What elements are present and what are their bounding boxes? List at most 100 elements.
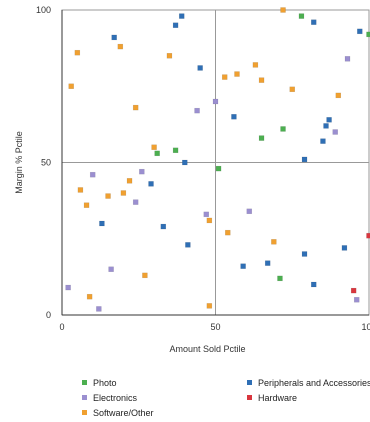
tick-labels: 0 50 100 0 50 100 xyxy=(36,5,370,332)
legend-item: Software/Other xyxy=(82,408,154,418)
data-point xyxy=(301,156,308,163)
legend-item: Electronics xyxy=(82,393,138,403)
data-point xyxy=(126,178,133,184)
series-peripherals-and-accessories xyxy=(99,13,363,288)
data-point xyxy=(83,202,90,208)
data-point xyxy=(240,263,246,269)
data-point xyxy=(203,211,210,218)
data-point xyxy=(350,287,357,294)
data-point xyxy=(289,86,295,93)
data-point xyxy=(206,217,213,224)
legend-label: Electronics xyxy=(93,393,138,403)
data-point xyxy=(148,181,154,187)
data-point xyxy=(99,220,105,227)
data-point xyxy=(225,229,231,236)
grid xyxy=(61,9,370,316)
data-point xyxy=(252,62,259,68)
x-tick-label: 50 xyxy=(210,322,220,332)
data-point xyxy=(197,65,203,71)
data-point xyxy=(185,242,191,248)
data-point xyxy=(65,284,71,291)
data-point xyxy=(231,114,237,120)
data-point xyxy=(105,193,111,199)
data-point xyxy=(234,71,240,77)
data-point xyxy=(258,77,265,83)
series-photo xyxy=(154,13,370,282)
legend-item: Hardware xyxy=(247,393,297,403)
data-point xyxy=(96,306,102,312)
y-tick-label: 0 xyxy=(46,310,51,320)
data-point xyxy=(221,74,228,80)
legend-swatch xyxy=(82,410,87,415)
data-point xyxy=(264,260,271,266)
data-point xyxy=(68,83,74,89)
series-software-other xyxy=(68,7,342,309)
x-axis-title: Amount Sold Pctile xyxy=(169,344,245,354)
data-point xyxy=(151,144,157,150)
legend-swatch xyxy=(82,395,87,400)
data-point xyxy=(357,28,363,35)
data-point xyxy=(182,159,188,166)
data-point xyxy=(280,7,286,13)
data-points xyxy=(65,7,370,312)
data-point xyxy=(178,13,185,19)
data-point xyxy=(353,297,360,303)
x-tick-label: 0 xyxy=(59,322,64,332)
legend-swatch xyxy=(247,395,252,400)
data-point xyxy=(86,293,93,300)
data-point xyxy=(344,56,351,62)
data-point xyxy=(108,266,114,272)
data-point xyxy=(332,129,338,135)
y-tick-label: 50 xyxy=(41,158,51,168)
data-point xyxy=(335,92,342,99)
data-point xyxy=(323,123,329,129)
data-point xyxy=(310,19,317,25)
data-point xyxy=(142,272,148,279)
legend-label: Hardware xyxy=(258,393,297,403)
data-point xyxy=(258,135,265,141)
data-point xyxy=(320,138,326,144)
data-point xyxy=(246,208,253,215)
data-point xyxy=(166,53,173,59)
y-axis-title: Margin % Pctile xyxy=(14,131,24,194)
data-point xyxy=(117,43,124,50)
data-point xyxy=(341,245,348,251)
legend-item: Photo xyxy=(82,378,117,388)
data-point xyxy=(301,251,308,257)
data-point xyxy=(74,49,81,56)
legend-item: Peripherals and Accessories xyxy=(247,378,370,388)
data-point xyxy=(280,126,286,132)
data-point xyxy=(310,281,317,288)
data-point xyxy=(215,165,222,172)
series-hardware xyxy=(350,232,370,294)
data-point xyxy=(172,22,179,28)
data-point xyxy=(366,232,370,239)
legend-swatch xyxy=(82,380,87,385)
legend-label: Software/Other xyxy=(93,408,154,418)
data-point xyxy=(154,150,160,157)
data-point xyxy=(172,147,179,154)
data-point xyxy=(132,104,139,111)
legend: Photo Electronics Software/Other Peripheral… xyxy=(82,378,370,418)
x-tick-label: 100 xyxy=(361,322,370,332)
data-point xyxy=(77,187,84,193)
data-point xyxy=(120,190,127,196)
data-point xyxy=(139,168,145,175)
data-point xyxy=(160,223,167,230)
data-point xyxy=(366,31,370,38)
legend-swatch xyxy=(247,380,252,385)
legend-label: Peripherals and Accessories xyxy=(258,378,370,388)
series-electronics xyxy=(65,56,360,312)
data-point xyxy=(206,303,213,309)
data-point xyxy=(111,34,117,41)
data-point xyxy=(132,199,139,205)
data-point xyxy=(298,13,305,19)
data-point xyxy=(271,239,277,245)
y-tick-label: 100 xyxy=(36,5,51,15)
data-point xyxy=(277,275,283,282)
data-point xyxy=(89,171,96,178)
data-point xyxy=(194,107,200,114)
data-point xyxy=(212,98,219,105)
